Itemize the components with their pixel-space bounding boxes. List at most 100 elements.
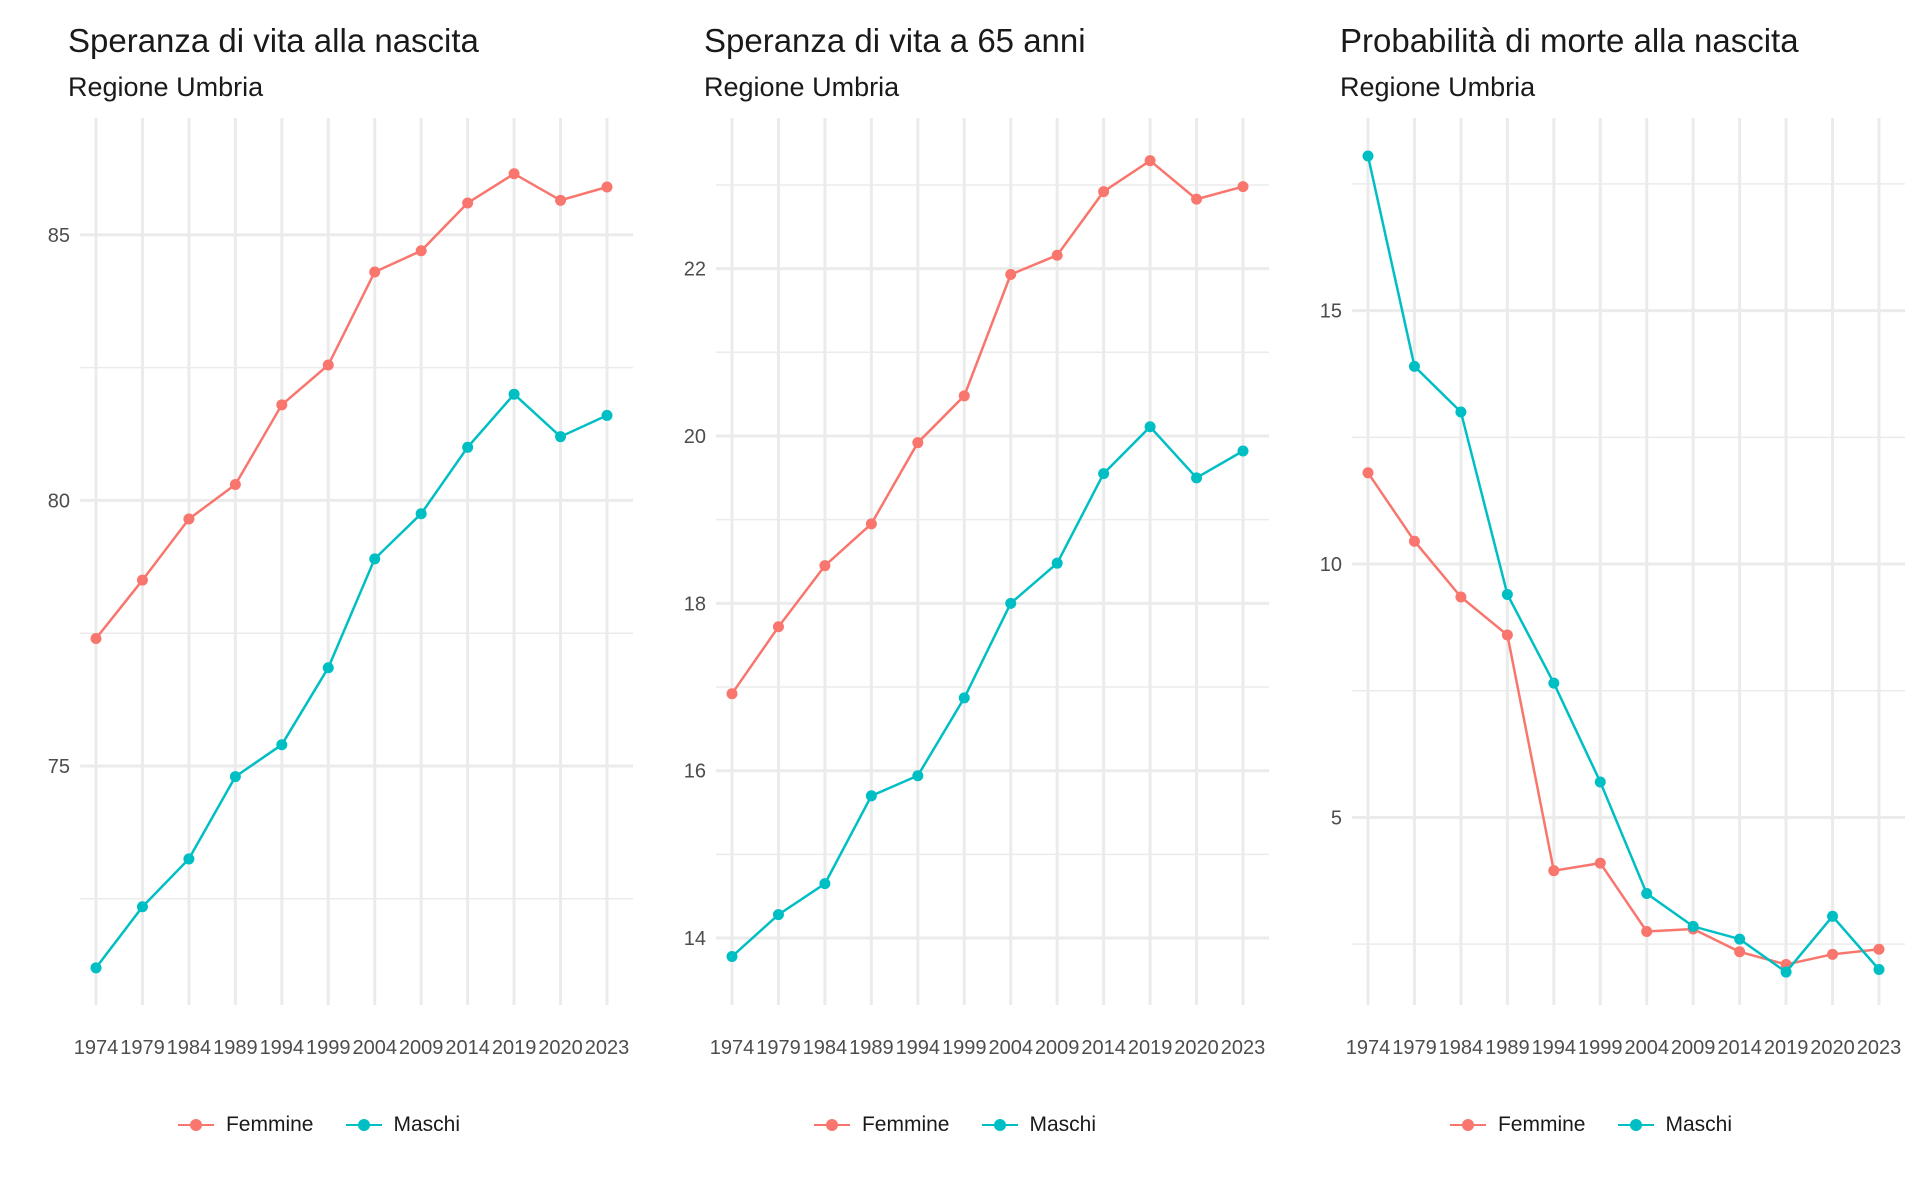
series-femmine-point xyxy=(462,197,474,209)
x-tick-label: 1999 xyxy=(306,1037,351,1059)
legend-item-femmine: Femmine xyxy=(812,1113,950,1137)
x-tick-label: 1979 xyxy=(756,1037,801,1059)
series-maschi-point xyxy=(1144,421,1156,433)
series-maschi-point xyxy=(1408,360,1420,372)
y-tick-label: 75 xyxy=(48,756,70,778)
series-maschi xyxy=(1362,150,1885,978)
series-femmine-point xyxy=(1594,857,1606,869)
series-maschi-point xyxy=(90,962,102,974)
series-maschi-point xyxy=(865,790,877,802)
chart-panel-death-probability: 5 10 15 1974 1979 1984 1989 1994 1999 2004 2009 201… xyxy=(1272,0,1908,1186)
series-femmine-point xyxy=(772,621,784,633)
legend: Femmine Maschi xyxy=(1272,1113,1908,1137)
series-femmine xyxy=(1362,467,1885,970)
series-femmine-point xyxy=(183,513,195,525)
chart-subtitle: Regione Umbria xyxy=(704,72,900,102)
series-femmine xyxy=(90,168,613,645)
series-femmine-point xyxy=(819,560,831,572)
y-tick-label: 5 xyxy=(1331,807,1342,829)
series-femmine-point xyxy=(1237,181,1249,193)
legend-key-maschi xyxy=(980,1115,1020,1135)
chart-panel-life-expectancy-65: 14 16 18 20 22 1974 1979 1984 1989 1994 1999 2004 20… xyxy=(636,0,1272,1186)
chart-panel-life-expectancy-birth: 75 80 85 1974 1979 1984 1989 1994 1999 2004 2009 20… xyxy=(0,0,636,1186)
series-femmine-point xyxy=(1873,943,1885,955)
series-maschi-point xyxy=(136,901,148,913)
series-femmine-point xyxy=(322,359,334,371)
x-tick-label: 1989 xyxy=(213,1037,258,1059)
x-tick-label: 1979 xyxy=(1392,1037,1437,1059)
y-tick-label: 18 xyxy=(684,593,706,615)
legend-label-femmine: Femmine xyxy=(225,1113,314,1136)
series-maschi-point xyxy=(415,508,427,520)
series-maschi-line xyxy=(731,424,1244,958)
series-maschi-point xyxy=(1780,966,1792,978)
series-maschi-point xyxy=(1191,472,1203,484)
legend: Femmine Maschi xyxy=(636,1113,1272,1137)
series-femmine-point xyxy=(958,390,970,402)
chart-subtitle: Regione Umbria xyxy=(1340,72,1536,102)
x-tick-label: 2019 xyxy=(492,1037,537,1059)
x-tick-label: 1984 xyxy=(167,1037,212,1059)
series-maschi-point xyxy=(1548,677,1560,689)
series-femmine-point xyxy=(726,688,738,700)
legend-item-femmine: Femmine xyxy=(1448,1113,1586,1137)
x-tick-label: 2004 xyxy=(352,1037,397,1059)
x-tick-label: 1974 xyxy=(1346,1037,1391,1059)
series-femmine-point xyxy=(1641,926,1653,938)
series-maschi-point xyxy=(1594,776,1606,788)
series-femmine xyxy=(726,155,1249,700)
series-maschi-point xyxy=(508,388,520,400)
series-maschi-point xyxy=(958,692,970,704)
x-tick-label: 1974 xyxy=(74,1037,119,1059)
series-femmine-point xyxy=(601,181,613,193)
series-femmine-line xyxy=(1366,472,1880,966)
x-tick-label: 2020 xyxy=(538,1037,583,1059)
series-femmine-point xyxy=(1051,249,1063,261)
y-tick-label: 15 xyxy=(1320,301,1342,323)
series-maschi-point xyxy=(819,878,831,890)
legend: Femmine Maschi xyxy=(0,1113,636,1137)
x-tick-label: 2009 xyxy=(399,1037,444,1059)
series-femmine-point xyxy=(136,574,148,586)
x-tick-label: 1999 xyxy=(942,1037,987,1059)
series-femmine-point xyxy=(229,478,241,490)
legend-label-femmine: Femmine xyxy=(1497,1113,1586,1136)
series-femmine-point xyxy=(1455,591,1467,603)
series-femmine-point xyxy=(1144,155,1156,167)
series-maschi-point xyxy=(1362,150,1374,162)
x-tick-label: 2009 xyxy=(1671,1037,1716,1059)
series-maschi-point xyxy=(1098,468,1110,480)
series-maschi-point xyxy=(183,853,195,865)
x-tick-label: 1989 xyxy=(1485,1037,1530,1059)
series-maschi-line xyxy=(1366,155,1880,974)
x-tick-label: 1999 xyxy=(1578,1037,1623,1059)
x-tick-label: 2019 xyxy=(1764,1037,1809,1059)
y-tick-label: 16 xyxy=(684,761,706,783)
series-femmine-point xyxy=(865,518,877,530)
series-maschi-point xyxy=(772,909,784,921)
x-tick-label: 1974 xyxy=(710,1037,755,1059)
y-tick-label: 14 xyxy=(684,928,706,950)
legend-label-maschi: Maschi xyxy=(1665,1113,1733,1136)
series-maschi-line xyxy=(95,392,608,969)
chart-subtitle: Regione Umbria xyxy=(68,72,264,102)
y-tick-label: 80 xyxy=(48,490,70,512)
series-maschi-point xyxy=(1734,933,1746,945)
x-tick-label: 2009 xyxy=(1035,1037,1080,1059)
x-tick-label: 1989 xyxy=(849,1037,894,1059)
series-maschi-point xyxy=(1237,445,1249,457)
legend-item-maschi: Maschi xyxy=(344,1113,460,1137)
series-maschi-point xyxy=(369,553,381,565)
series-maschi-point xyxy=(1687,920,1699,932)
grid xyxy=(1352,118,1905,1005)
legend-key-maschi xyxy=(344,1115,384,1135)
x-tick-label: 1994 xyxy=(896,1037,941,1059)
y-tick-label: 10 xyxy=(1320,554,1342,576)
series-femmine-point xyxy=(369,266,381,278)
series-femmine-point xyxy=(912,437,924,449)
x-tick-label: 2020 xyxy=(1174,1037,1219,1059)
legend-key-femmine xyxy=(812,1115,852,1135)
legend-label-femmine: Femmine xyxy=(861,1113,950,1136)
